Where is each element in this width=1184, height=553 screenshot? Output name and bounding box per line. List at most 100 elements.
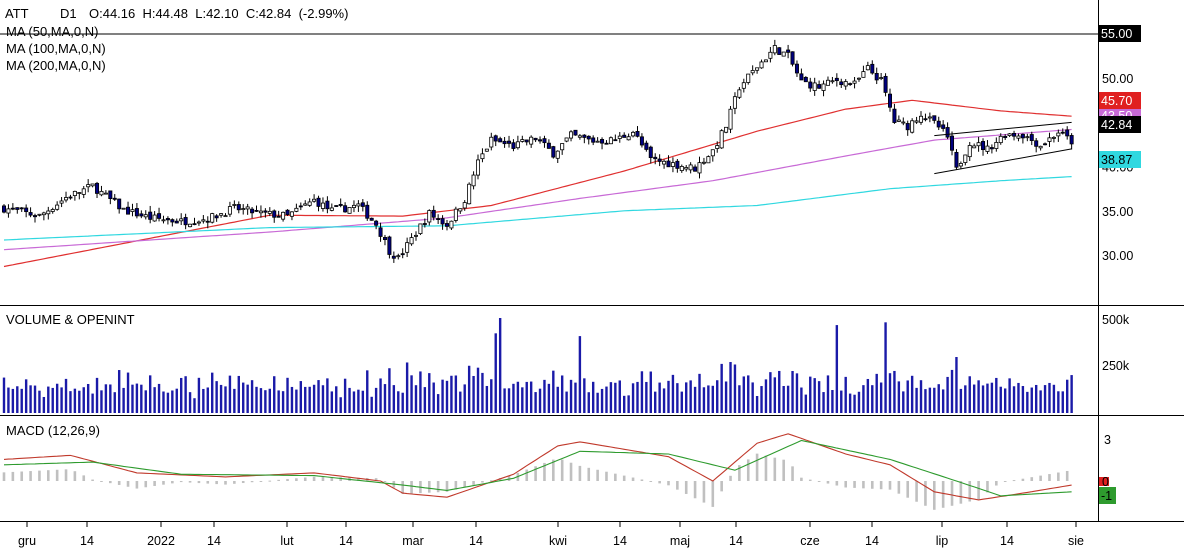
volume-bar	[277, 390, 280, 413]
volume-bar	[698, 373, 701, 413]
candle	[905, 120, 910, 136]
candle	[865, 61, 870, 71]
candle	[1029, 131, 1034, 146]
volume-bar	[250, 380, 254, 413]
macd-hist-bar	[950, 481, 954, 506]
macd-hist-bar	[986, 481, 989, 493]
candle	[879, 73, 884, 81]
volume-bar	[857, 391, 861, 413]
volume-bar	[211, 372, 214, 413]
volume-bar	[414, 385, 418, 413]
volume-bar	[981, 385, 985, 413]
volume-bar	[671, 374, 675, 413]
volume-bar	[339, 397, 342, 413]
candle	[560, 143, 565, 155]
macd-hist-bar	[977, 481, 980, 500]
candle	[856, 77, 861, 82]
candle	[1043, 142, 1048, 146]
volume-bar	[242, 382, 245, 413]
macd-hist-bar	[224, 481, 227, 485]
volume-bar	[778, 370, 781, 413]
candle	[41, 211, 46, 221]
candle	[28, 207, 33, 218]
ma-line-1	[3, 128, 1072, 251]
ma50-legend: MA (50,MA,0,N)	[6, 24, 98, 39]
volume-bar	[782, 385, 785, 413]
macd-hist-bar	[436, 481, 440, 493]
macd-hist-bar	[693, 481, 697, 499]
volume-bar	[875, 373, 878, 413]
candle	[817, 80, 822, 89]
candle	[617, 131, 622, 143]
macd-hist-bar	[73, 471, 77, 481]
candle	[728, 106, 733, 134]
macd-hist-bar	[100, 481, 103, 482]
price-tick-50: 50.00	[1102, 72, 1133, 86]
candle	[165, 216, 170, 225]
volume-bar	[866, 378, 870, 413]
candle	[648, 145, 653, 164]
candle	[46, 206, 51, 220]
macd-hist-bar	[82, 475, 86, 481]
volume-bar	[379, 378, 382, 413]
candle	[289, 211, 294, 221]
volume-bar	[166, 392, 170, 413]
volume-bar	[202, 388, 205, 413]
volume-bar	[848, 393, 852, 413]
candle	[604, 140, 609, 145]
candle	[981, 138, 986, 156]
macd-hist-bar	[330, 477, 334, 481]
volume-bar	[977, 380, 980, 413]
candle	[524, 139, 529, 146]
macd-hist-bar	[1048, 474, 1051, 481]
macd-hist-bar	[560, 459, 564, 481]
candle	[821, 80, 826, 97]
volume-bar	[467, 365, 471, 413]
candle	[662, 159, 667, 169]
candle	[374, 219, 379, 230]
volume-bar	[707, 385, 710, 413]
close-badge	[1099, 116, 1141, 133]
macd-hist-bar	[525, 469, 529, 481]
candle	[653, 153, 658, 165]
candle	[480, 148, 485, 163]
candle	[471, 171, 476, 190]
volume-bar	[835, 325, 839, 413]
time-tick: 14	[469, 534, 483, 548]
candle	[936, 116, 941, 131]
candle	[923, 113, 928, 122]
candle	[573, 129, 578, 136]
volume-bar	[888, 373, 892, 413]
candle	[378, 222, 383, 242]
volume-bar	[516, 381, 520, 413]
macd-hist-bar	[596, 469, 599, 481]
candle	[591, 135, 596, 146]
volume-bar	[614, 382, 617, 413]
candle	[2, 204, 7, 214]
timeframe-label: D1	[60, 6, 77, 21]
volume-panel-title: VOLUME & OPENINT	[6, 312, 135, 327]
macd-hist-bar	[1003, 481, 1007, 482]
ma200-badge-text: 38.87	[1101, 153, 1132, 167]
candle	[285, 209, 290, 216]
volume-tick-500k: 500k	[1102, 313, 1130, 327]
volume-bar	[915, 387, 918, 413]
time-tick: 14	[339, 534, 353, 548]
volume-bar	[645, 381, 648, 413]
volume-bar	[95, 377, 99, 413]
candle	[697, 156, 702, 179]
candle	[750, 65, 755, 76]
candle	[976, 136, 981, 152]
volume-bar	[42, 396, 46, 413]
volume-bar	[578, 336, 582, 413]
candle	[232, 200, 237, 209]
candle	[746, 73, 751, 85]
volume-bar	[180, 377, 183, 413]
volume-bar	[676, 383, 679, 413]
volume-bar	[436, 394, 440, 413]
volume-bar	[304, 386, 307, 413]
ma50-badge	[1099, 92, 1141, 109]
candle	[121, 207, 126, 210]
candle	[874, 67, 879, 85]
candle	[732, 92, 737, 115]
